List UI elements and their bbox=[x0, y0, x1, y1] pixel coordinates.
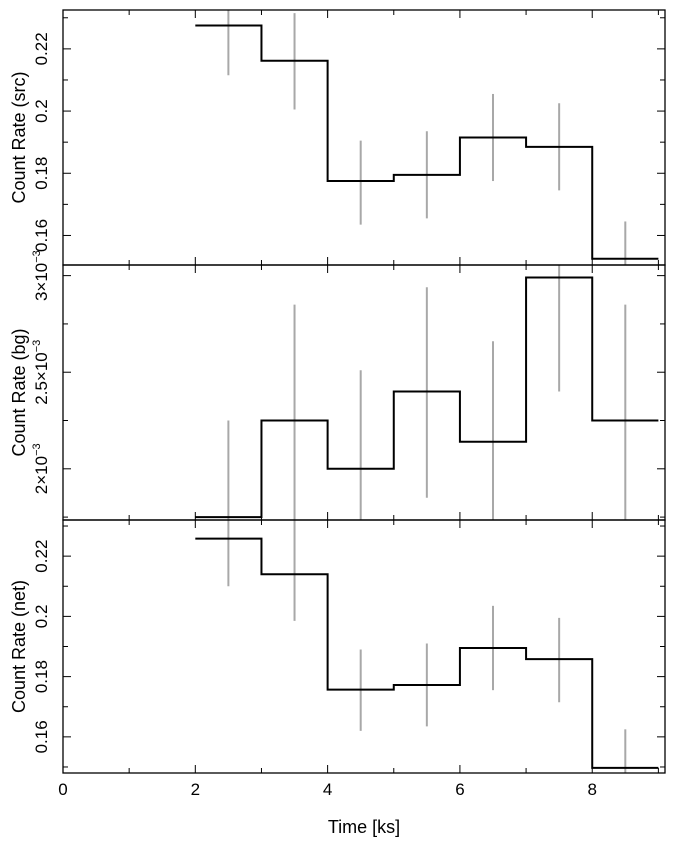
step-line-bg bbox=[195, 276, 659, 519]
tick-mantissa: 2×10 bbox=[32, 456, 51, 494]
x-tick-label: 8 bbox=[587, 780, 596, 799]
x-axis-title: Time [ks] bbox=[328, 817, 400, 837]
y-axis-title-bg: Count Rate (bg) bbox=[9, 328, 29, 456]
x-tick-label: 2 bbox=[191, 780, 200, 799]
panel-frame-bg bbox=[62, 264, 666, 521]
y-tick-label: 0.16 bbox=[32, 720, 51, 753]
y-tick-label: 0.22 bbox=[32, 32, 51, 65]
tick-exponent: −3 bbox=[31, 340, 43, 353]
y-tick-label: 0.18 bbox=[32, 660, 51, 693]
x-tick-label: 4 bbox=[323, 780, 332, 799]
y-tick-label: 2×10−3 bbox=[31, 443, 51, 494]
x-tick-label: 0 bbox=[58, 780, 67, 799]
step-line-net bbox=[195, 537, 659, 769]
y-tick-label: 0.2 bbox=[32, 99, 51, 123]
y-tick-label: 0.22 bbox=[32, 540, 51, 573]
y-axis-title-src: Count Rate (src) bbox=[9, 71, 29, 203]
tick-exponent: −3 bbox=[31, 250, 43, 263]
tick-exponent: −3 bbox=[31, 443, 43, 456]
panel-frames bbox=[62, 9, 666, 774]
axis-titles: Count Rate (src) Count Rate (bg) Count Rat… bbox=[9, 71, 400, 837]
step-series bbox=[195, 24, 659, 769]
y-tick-label: 3×10−3 bbox=[31, 250, 51, 301]
tick-mantissa: 3×10 bbox=[32, 263, 51, 301]
y-axis-title-net: Count Rate (net) bbox=[9, 580, 29, 713]
tick-mantissa: 2.5×10 bbox=[32, 352, 51, 404]
y-tick-label: 0.16 bbox=[32, 219, 51, 252]
panel-frame-net bbox=[62, 519, 666, 774]
step-line-src bbox=[195, 24, 659, 260]
y-tick-label: 0.18 bbox=[32, 157, 51, 190]
y-tick-label: 0.2 bbox=[32, 605, 51, 629]
y-tick-label: 2.5×10−3 bbox=[31, 340, 51, 405]
panel-frame-src bbox=[62, 9, 666, 266]
x-tick-label: 6 bbox=[455, 780, 464, 799]
tick-labels: 0.160.180.20.222×10−32.5×10−33×10−30.160… bbox=[31, 32, 597, 799]
